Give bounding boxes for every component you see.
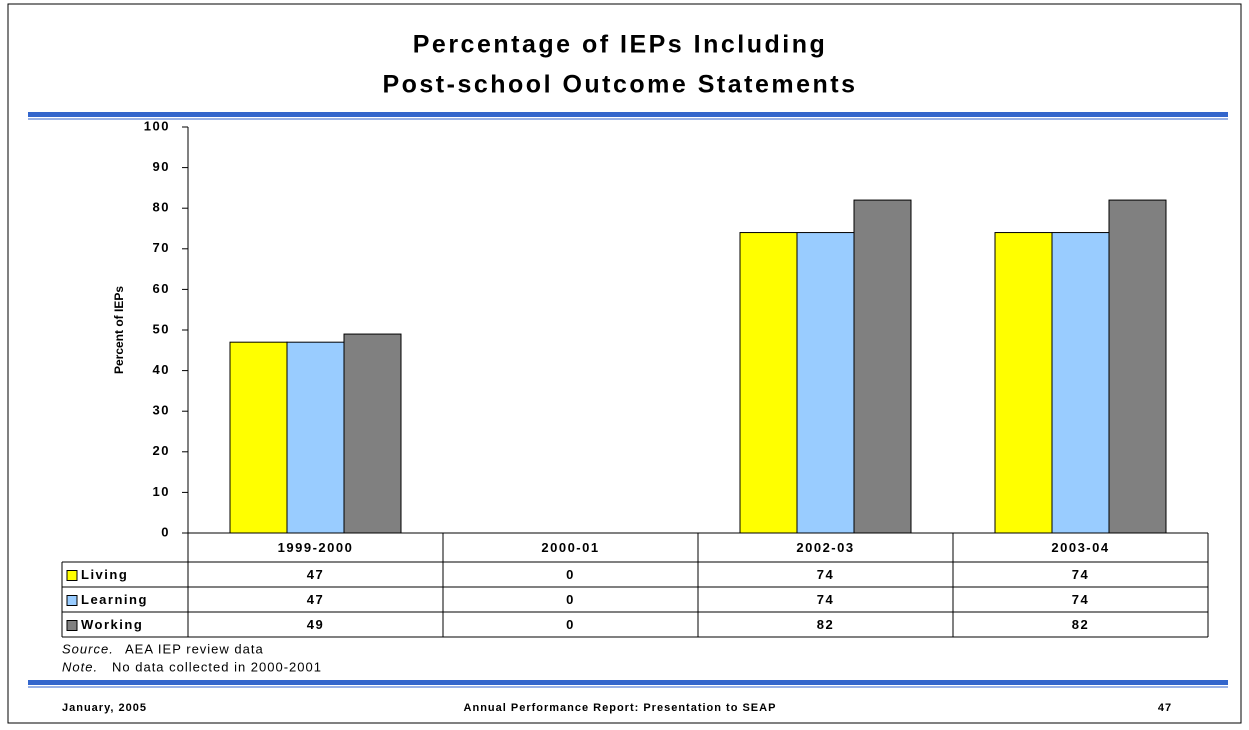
data-label: 74 xyxy=(1072,567,1089,582)
legend-label: Working xyxy=(81,617,143,632)
bar xyxy=(286,341,345,534)
data-label: 47 xyxy=(307,567,324,582)
y-tick-label: 80 xyxy=(153,200,170,215)
data-label: 74 xyxy=(817,592,834,607)
bar xyxy=(853,199,912,534)
footer-center: Annual Performance Report: Presentation … xyxy=(464,702,777,714)
y-tick-label: 60 xyxy=(153,281,170,296)
data-label: 82 xyxy=(817,617,834,632)
x-tick-label: 2002-03 xyxy=(796,540,854,555)
legend-label: Learning xyxy=(81,592,148,607)
data-label: 49 xyxy=(307,617,324,632)
title-line: Post-school Outcome Statements xyxy=(382,71,857,99)
bar xyxy=(1108,199,1167,534)
y-axis-label: Percent of IEPs xyxy=(112,286,126,374)
y-tick-label: 20 xyxy=(153,443,170,458)
bar xyxy=(1051,232,1110,534)
x-tick-label: 1999-2000 xyxy=(278,540,354,555)
data-label: 47 xyxy=(307,592,324,607)
footer-page: 47 xyxy=(1158,702,1172,714)
note-text: AEA IEP review data xyxy=(125,641,264,656)
bar xyxy=(343,333,402,534)
note-label: Note. xyxy=(62,659,98,674)
data-label: 74 xyxy=(817,567,834,582)
data-label: 0 xyxy=(566,592,575,607)
legend-swatch xyxy=(66,570,78,581)
bottom-band xyxy=(28,680,1228,685)
y-tick-label: 30 xyxy=(153,403,170,418)
note-text: No data collected in 2000-2001 xyxy=(112,659,322,674)
legend-label: Living xyxy=(81,567,128,582)
y-tick-label: 90 xyxy=(153,159,170,174)
y-tick-label: 0 xyxy=(161,524,170,539)
bar xyxy=(994,232,1053,534)
note-label: Source. xyxy=(62,641,114,656)
footer-date: January, 2005 xyxy=(62,702,147,714)
data-label: 82 xyxy=(1072,617,1089,632)
y-tick-label: 100 xyxy=(144,118,170,133)
y-tick-label: 50 xyxy=(153,321,170,336)
bar xyxy=(229,341,288,534)
y-tick-label: 10 xyxy=(153,484,170,499)
y-tick-label: 40 xyxy=(153,362,170,377)
data-label: 0 xyxy=(566,617,575,632)
bar xyxy=(796,232,855,534)
top-band xyxy=(28,112,1228,117)
x-tick-label: 2000-01 xyxy=(541,540,599,555)
y-tick-label: 70 xyxy=(153,240,170,255)
data-label: 74 xyxy=(1072,592,1089,607)
x-tick-label: 2003-04 xyxy=(1051,540,1109,555)
legend-swatch xyxy=(66,620,78,631)
title-line: Percentage of IEPs Including xyxy=(413,31,828,59)
bar xyxy=(739,232,798,534)
chart: 0 10 20 30 40 50 60 70 80 90 100 1999-2000 2000-01 20… xyxy=(61,118,1209,638)
legend-swatch xyxy=(66,595,78,606)
data-label: 0 xyxy=(566,567,575,582)
